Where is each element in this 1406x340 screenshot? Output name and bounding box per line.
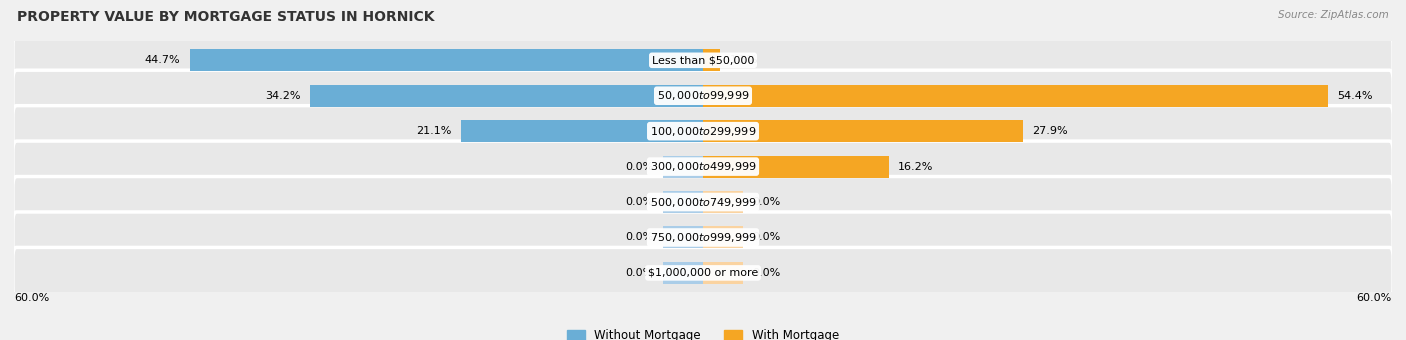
FancyBboxPatch shape [13, 70, 1393, 121]
Bar [662, 191, 703, 213]
Bar [703, 226, 744, 249]
Bar [311, 85, 703, 107]
FancyBboxPatch shape [13, 106, 1393, 157]
Text: $300,000 to $499,999: $300,000 to $499,999 [650, 160, 756, 173]
Bar [703, 191, 744, 213]
Text: Source: ZipAtlas.com: Source: ZipAtlas.com [1278, 10, 1389, 20]
Bar [662, 226, 703, 249]
FancyBboxPatch shape [13, 248, 1393, 299]
Text: $100,000 to $299,999: $100,000 to $299,999 [650, 125, 756, 138]
Text: 60.0%: 60.0% [1357, 293, 1392, 303]
Legend: Without Mortgage, With Mortgage: Without Mortgage, With Mortgage [567, 329, 839, 340]
FancyBboxPatch shape [13, 35, 1393, 86]
Bar [703, 156, 889, 177]
Bar [662, 156, 703, 177]
Text: 0.0%: 0.0% [752, 233, 780, 242]
Text: 21.1%: 21.1% [416, 126, 451, 136]
Text: $500,000 to $749,999: $500,000 to $749,999 [650, 195, 756, 208]
Text: $50,000 to $99,999: $50,000 to $99,999 [657, 89, 749, 102]
Text: 0.0%: 0.0% [626, 162, 654, 172]
FancyBboxPatch shape [13, 212, 1393, 263]
Text: $1,000,000 or more: $1,000,000 or more [648, 268, 758, 278]
Bar [703, 85, 1327, 107]
Bar [703, 120, 1024, 142]
Text: PROPERTY VALUE BY MORTGAGE STATUS IN HORNICK: PROPERTY VALUE BY MORTGAGE STATUS IN HOR… [17, 10, 434, 24]
Bar [703, 49, 720, 71]
Bar [662, 262, 703, 284]
FancyBboxPatch shape [13, 141, 1393, 192]
Text: 0.0%: 0.0% [626, 197, 654, 207]
Bar [703, 262, 744, 284]
Text: 0.0%: 0.0% [752, 268, 780, 278]
Bar [190, 49, 703, 71]
Text: Less than $50,000: Less than $50,000 [652, 55, 754, 65]
FancyBboxPatch shape [13, 176, 1393, 227]
Bar [461, 120, 703, 142]
Text: $750,000 to $999,999: $750,000 to $999,999 [650, 231, 756, 244]
Text: 16.2%: 16.2% [898, 162, 934, 172]
Text: 27.9%: 27.9% [1032, 126, 1069, 136]
Text: 44.7%: 44.7% [145, 55, 180, 65]
Text: 0.0%: 0.0% [626, 233, 654, 242]
Text: 34.2%: 34.2% [266, 91, 301, 101]
Text: 0.0%: 0.0% [752, 197, 780, 207]
Text: 1.5%: 1.5% [730, 55, 758, 65]
Text: 54.4%: 54.4% [1337, 91, 1372, 101]
Text: 60.0%: 60.0% [14, 293, 49, 303]
Text: 0.0%: 0.0% [626, 268, 654, 278]
